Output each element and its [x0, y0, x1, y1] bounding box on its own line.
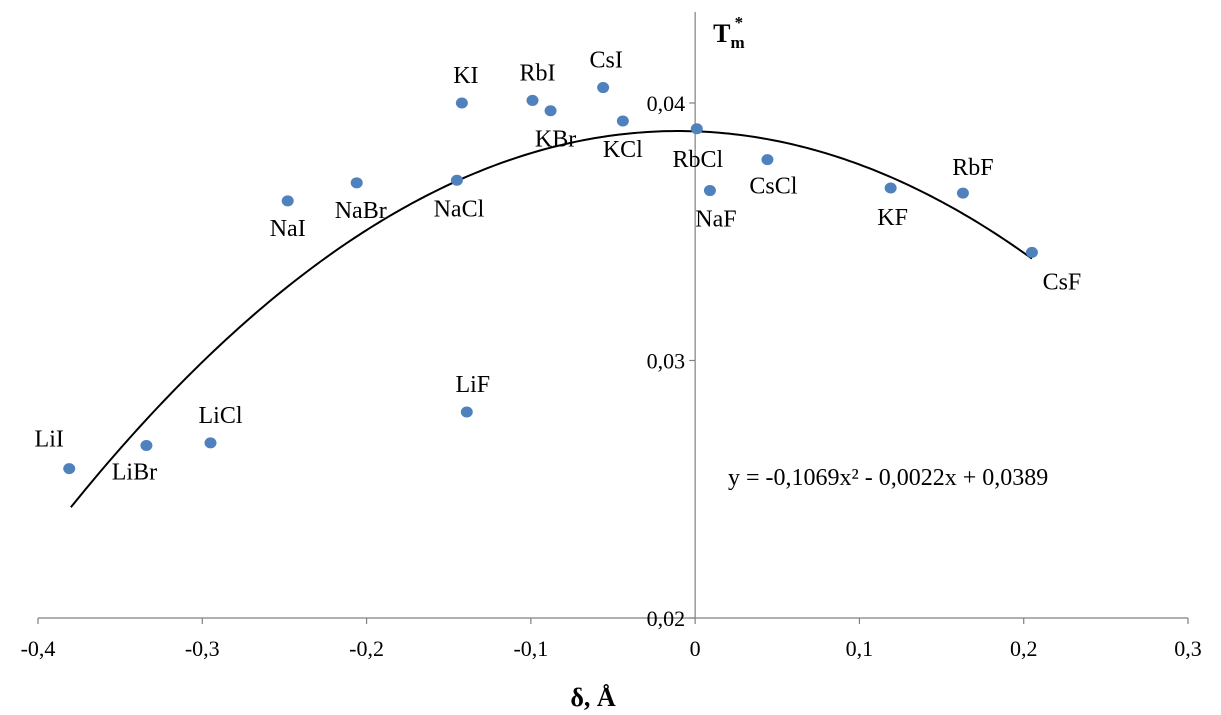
data-point-rbcl: [690, 123, 703, 135]
point-label-lif: LiF: [455, 372, 490, 398]
x-tick-label: 0: [690, 636, 701, 661]
data-point-cscl: [761, 154, 774, 166]
data-point-lii: [63, 463, 76, 475]
y-tick-label: 0,02: [647, 606, 686, 631]
data-point-kcl: [616, 115, 629, 127]
point-label-rbcl: RbCl: [672, 147, 723, 173]
point-label-lii: LiI: [35, 427, 64, 453]
data-point-csf: [1025, 246, 1038, 258]
y-ticks: 0,02 0,03 0,04: [647, 91, 696, 631]
y-tick-label: 0,03: [647, 349, 686, 374]
data-point-csi: [597, 82, 610, 94]
data-point-kf: [884, 182, 897, 194]
data-point-licl: [204, 437, 217, 449]
point-label-kbr: KBr: [535, 127, 576, 153]
data-points: [63, 82, 1038, 475]
data-point-rbi: [526, 94, 539, 106]
data-point-lif: [460, 406, 473, 418]
x-tick-label: -0,2: [349, 636, 384, 661]
data-point-nabr: [350, 177, 363, 189]
data-point-nai: [281, 195, 294, 207]
point-label-nabr: NaBr: [335, 198, 387, 224]
x-tick-label: 0,3: [1174, 636, 1202, 661]
point-label-licl: LiCl: [198, 403, 242, 429]
data-point-rbf: [956, 187, 969, 199]
trendline-curve: [70, 130, 1033, 508]
axes: [38, 12, 1188, 619]
point-label-rbf: RbF: [952, 155, 993, 181]
point-label-cscl: CsCl: [749, 174, 797, 200]
x-tick-label: 0,1: [846, 636, 874, 661]
point-label-rbi: RbI: [520, 60, 556, 86]
data-point-nacl: [450, 174, 463, 186]
point-label-csf: CsF: [1043, 269, 1082, 295]
point-label-ki: KI: [453, 63, 478, 89]
data-point-ki: [455, 97, 468, 109]
x-axis-title: δ, Å: [570, 683, 615, 712]
point-label-csi: CsI: [589, 48, 622, 74]
point-labels: LiI LiBr LiCl NaI NaBr NaCl LiF KI RbI KBr CsI KCl R…: [35, 48, 1082, 486]
x-tick-label: -0,1: [513, 636, 548, 661]
point-label-libr: LiBr: [112, 459, 157, 485]
x-ticks: -0,4 -0,3 -0,2 -0,1 0 0,1 0,2 0,3: [21, 618, 1202, 661]
y-tick-label: 0,04: [647, 91, 686, 116]
point-label-naf: NaF: [695, 207, 736, 233]
point-label-nacl: NaCl: [434, 196, 485, 222]
data-point-libr: [140, 439, 153, 451]
point-label-nai: NaI: [270, 216, 306, 242]
x-tick-label: 0,2: [1010, 636, 1038, 661]
trendline-equation: y = -0,1069x² - 0,0022x + 0,0389: [728, 465, 1048, 491]
data-point-kbr: [544, 105, 557, 117]
data-point-naf: [703, 185, 716, 197]
point-label-kf: KF: [877, 205, 908, 231]
x-tick-label: -0,4: [21, 636, 56, 661]
x-tick-label: -0,3: [185, 636, 220, 661]
point-label-kcl: KCl: [603, 137, 643, 163]
y-axis-title: Tm*: [713, 13, 745, 52]
